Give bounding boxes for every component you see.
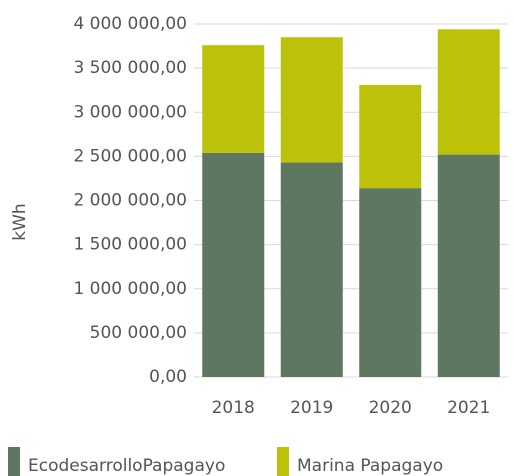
bar-segment xyxy=(359,188,422,377)
legend-swatch xyxy=(8,447,20,476)
y-tick-label: 1 000 000,00 xyxy=(73,279,187,299)
x-tick-label: 2019 xyxy=(290,398,333,418)
y-tick-label: 500 000,00 xyxy=(90,323,187,343)
y-tick-label: 4 000 000,00 xyxy=(73,14,187,34)
y-tick-label: 2 000 000,00 xyxy=(73,191,187,211)
legend-swatch xyxy=(277,447,289,476)
legend-label: EcodesarrolloPapagayo xyxy=(28,456,225,476)
y-tick-label: 0,00 xyxy=(149,367,187,387)
bar-segment xyxy=(280,162,343,377)
y-tick-label: 3 000 000,00 xyxy=(73,102,187,122)
y-axis-label: kWh xyxy=(10,203,30,240)
x-tick-label: 2018 xyxy=(212,398,255,418)
legend-label: Marina Papagayo xyxy=(297,456,443,476)
y-tick-label: 2 500 000,00 xyxy=(73,146,187,166)
bar-segment xyxy=(359,84,422,189)
bar-segment xyxy=(202,152,265,377)
bar-segment xyxy=(437,29,500,155)
x-tick-label: 2020 xyxy=(369,398,412,418)
bar-segment xyxy=(437,154,500,377)
y-tick-label: 3 500 000,00 xyxy=(73,58,187,78)
y-tick-label: 1 500 000,00 xyxy=(73,235,187,255)
bar-segment xyxy=(202,45,265,153)
bar-segment xyxy=(280,37,343,163)
x-tick-label: 2021 xyxy=(447,398,490,418)
